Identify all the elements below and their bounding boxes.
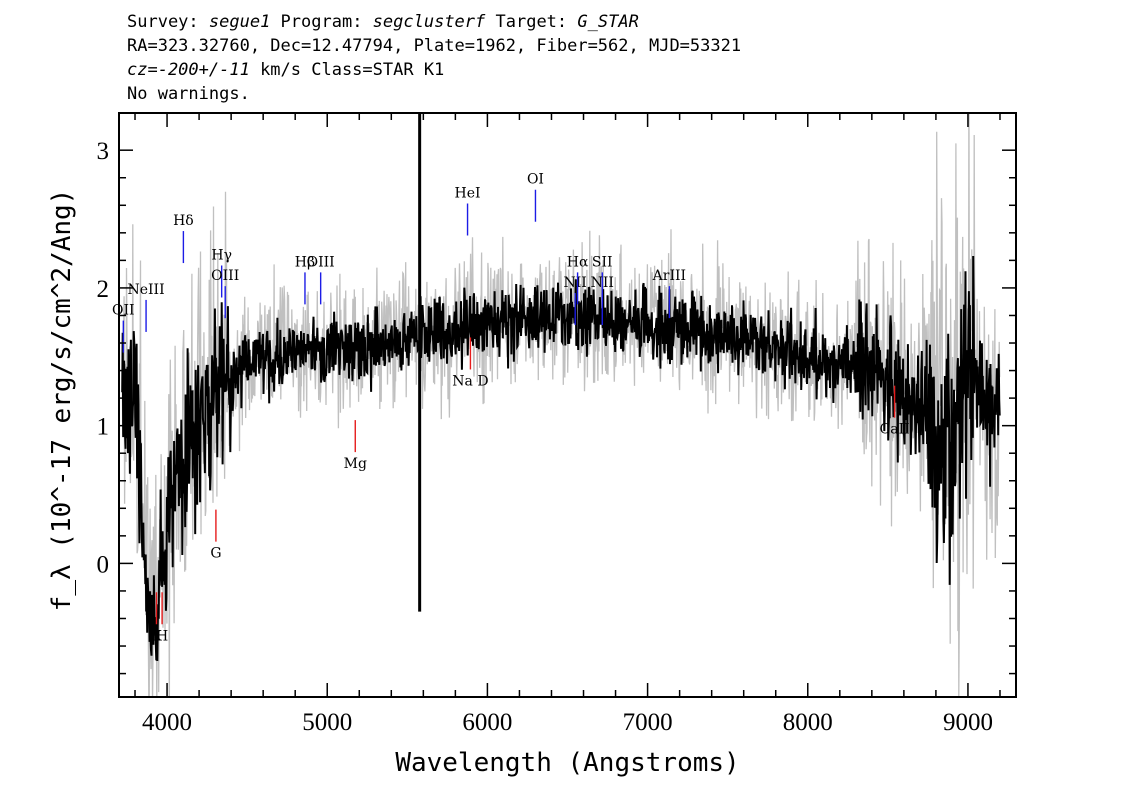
line-label-3: NeIII	[127, 282, 164, 298]
plot-frame	[118, 112, 1017, 698]
line-label-2: OIII	[211, 268, 239, 284]
y-tick-label: 2	[97, 276, 110, 303]
redshift-class: km/s Class=STAR K1	[249, 60, 445, 80]
y-axis-title: f_λ (10^-17 erg/s/cm^2/Ang)	[47, 189, 77, 612]
line-label-13: ArIII	[652, 268, 686, 284]
flux-line	[121, 255, 1001, 662]
line-label-10: Hα	[567, 254, 589, 270]
line-label-18: Na D	[452, 373, 488, 389]
line-label-9: NII	[564, 275, 587, 291]
line-label-17: Mg	[344, 456, 367, 472]
target-value: G_STAR	[577, 12, 639, 32]
header-line-warnings: No warnings.	[127, 84, 250, 104]
survey-label: Survey:	[127, 12, 209, 32]
line-label-12: NII	[591, 275, 614, 291]
spectrum-header: Survey: segue1 Program: segclusterf Targ…	[127, 10, 741, 106]
flux-series	[121, 113, 1001, 662]
line-label-6: OIII	[307, 254, 335, 270]
line-label-7: HeI	[455, 186, 481, 202]
line-label-15: H	[156, 628, 168, 644]
line-label-19: CaII	[880, 422, 910, 438]
redshift-value: cz=-200+/-11	[127, 60, 250, 80]
y-tick-label: 3	[97, 138, 110, 165]
y-tick-label: 0	[97, 551, 110, 578]
axis-ticks: 4000 5000 6000 7000 8000 9000 0 1 2 3	[97, 113, 1016, 736]
survey-value: segue1	[208, 12, 271, 32]
x-tick-label: 6000	[462, 709, 512, 736]
line-label-14: K	[151, 628, 162, 644]
header-line-survey: Survey: segue1 Program: segclusterf Targ…	[127, 10, 741, 34]
x-tick-label: 9000	[943, 709, 993, 736]
program-value: segclusterf	[372, 12, 486, 32]
program-label: Program:	[270, 12, 373, 32]
x-tick-label: 5000	[302, 709, 352, 736]
y-tick-label: 1	[97, 414, 110, 441]
line-label-1: Hγ	[211, 247, 232, 263]
x-axis-title: Wavelength (Angstroms)	[395, 748, 739, 778]
line-label-0: Hδ	[173, 213, 194, 229]
header-line-redshift: cz=-200+/-11 km/s Class=STAR K1	[127, 58, 741, 82]
line-label-5: Hβ	[295, 254, 315, 270]
line-label-8: OI	[527, 172, 544, 188]
line-label-16: G	[210, 546, 221, 562]
x-tick-label: 8000	[783, 709, 833, 736]
x-tick-label: 7000	[623, 709, 673, 736]
header-line-coordinates: RA=323.32760, Dec=12.47794, Plate=1962, …	[127, 36, 742, 56]
target-label: Target:	[485, 12, 578, 32]
x-tick-label: 4000	[142, 709, 192, 736]
line-label-11: SII	[592, 254, 613, 270]
line-label-4: OII	[112, 303, 135, 319]
